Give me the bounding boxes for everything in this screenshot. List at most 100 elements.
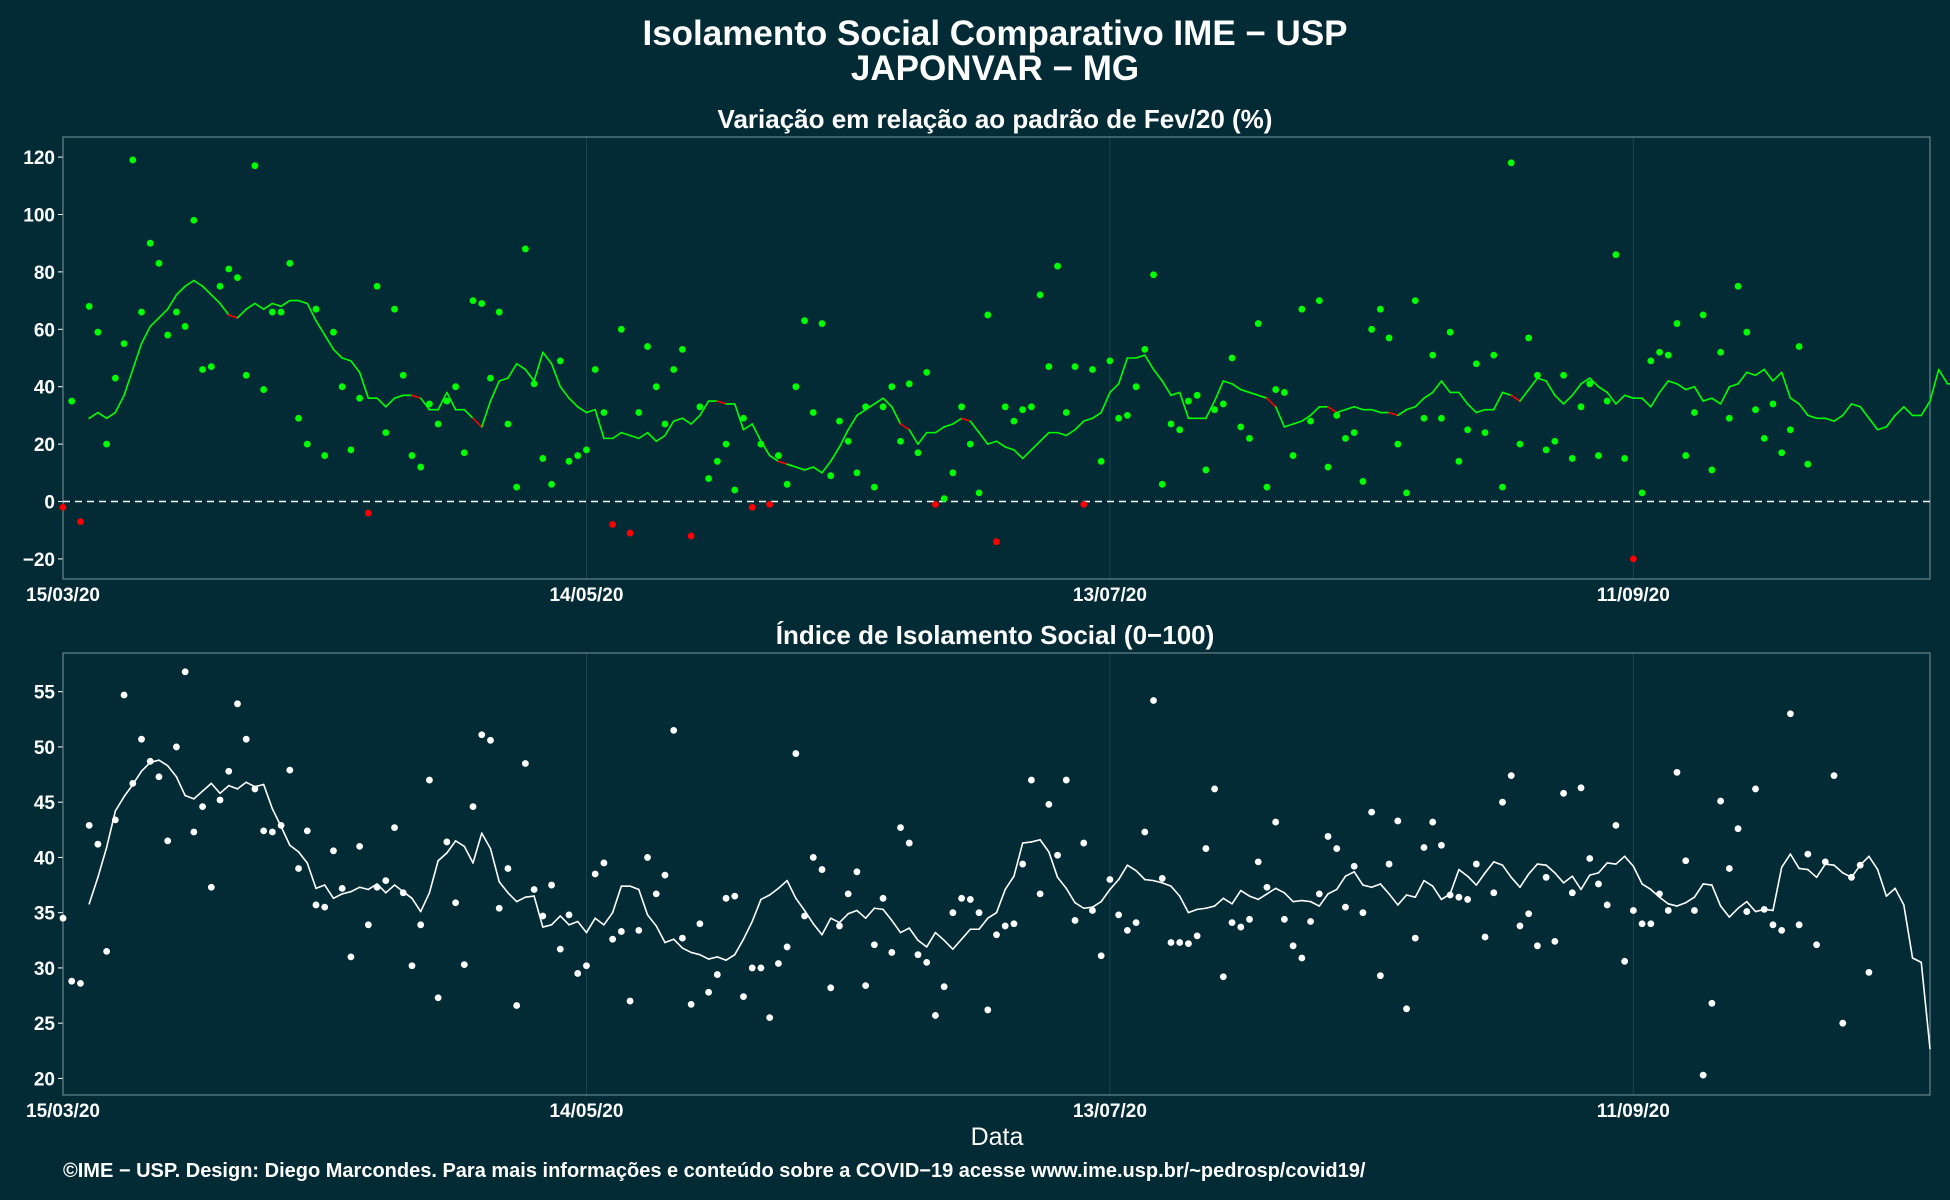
data-point xyxy=(748,964,756,972)
data-point xyxy=(1717,797,1725,805)
data-point xyxy=(870,941,878,949)
data-point xyxy=(260,827,268,835)
data-point xyxy=(1472,860,1480,868)
data-point xyxy=(539,455,547,462)
data-point xyxy=(1821,858,1829,866)
rolling-mean-segment xyxy=(1082,906,1094,910)
rolling-mean-segment xyxy=(978,917,989,931)
rolling-mean-segment xyxy=(812,466,823,474)
data-point xyxy=(321,452,329,459)
rolling-mean-segment xyxy=(733,938,745,956)
data-point xyxy=(1542,446,1550,454)
x-tick-label: 15/03/20 xyxy=(26,585,100,606)
rolling-mean-segment xyxy=(1274,887,1286,894)
data-point xyxy=(879,894,887,902)
data-point xyxy=(94,328,102,336)
data-point xyxy=(870,483,878,491)
rolling-mean-segment xyxy=(210,294,221,305)
rolling-mean-segment xyxy=(1492,391,1504,411)
rolling-mean-segment xyxy=(472,417,483,428)
data-point xyxy=(565,457,573,465)
rolling-mean-segment xyxy=(1702,883,1713,886)
data-point xyxy=(1376,972,1384,980)
data-point xyxy=(591,870,599,878)
rolling-mean-segment xyxy=(969,420,980,434)
data-point xyxy=(591,366,599,373)
data-point xyxy=(1830,772,1838,780)
y-tick-label: −20 xyxy=(23,550,55,571)
rolling-mean-segment xyxy=(611,431,623,440)
data-point xyxy=(1385,334,1393,342)
rolling-mean-segment xyxy=(1239,889,1251,897)
rolling-mean-segment xyxy=(1475,872,1486,886)
rolling-mean-segment xyxy=(1554,872,1565,884)
data-point xyxy=(722,894,730,902)
rolling-mean-segment xyxy=(446,840,457,854)
rolling-mean-segment xyxy=(262,302,274,311)
data-point xyxy=(1621,957,1629,965)
rolling-mean-segment xyxy=(315,884,326,890)
data-point xyxy=(565,911,573,919)
rolling-mean-segment xyxy=(524,895,535,899)
rolling-mean-segment xyxy=(1109,383,1120,394)
data-point xyxy=(312,901,320,909)
data-point xyxy=(574,970,582,977)
data-point xyxy=(1115,414,1123,422)
rolling-mean-segment xyxy=(1536,377,1547,382)
rolling-mean-segment xyxy=(1545,864,1556,874)
rolling-mean-segment xyxy=(1335,408,1347,414)
rolling-mean-segment xyxy=(245,302,256,311)
rolling-mean-segment xyxy=(1833,864,1844,874)
data-point xyxy=(1080,500,1088,508)
data-point xyxy=(600,409,608,416)
rolling-mean-segment xyxy=(131,342,143,371)
data-point xyxy=(1490,889,1498,897)
rolling-mean-segment xyxy=(1423,391,1434,399)
rolling-mean-segment xyxy=(629,434,640,440)
data-point xyxy=(975,489,983,497)
rolling-mean-segment xyxy=(114,795,125,812)
data-point xyxy=(103,440,111,448)
data-point xyxy=(487,374,494,382)
rolling-mean-segment xyxy=(1414,879,1425,899)
data-point xyxy=(1490,351,1498,359)
rolling-mean-segment xyxy=(1684,896,1696,904)
data-point xyxy=(984,311,992,319)
data-point xyxy=(1228,354,1236,362)
rolling-mean-segment xyxy=(1056,431,1068,437)
data-point xyxy=(932,500,939,508)
rolling-mean-segment xyxy=(236,308,248,319)
data-point xyxy=(705,988,712,996)
data-point xyxy=(277,821,285,829)
data-point xyxy=(1595,880,1602,888)
rolling-mean-segment xyxy=(1196,907,1207,911)
data-point xyxy=(827,984,835,992)
rolling-mean-segment xyxy=(1013,842,1024,878)
rolling-mean-segment xyxy=(1554,394,1565,405)
data-point xyxy=(382,877,390,885)
rolling-mean-segment xyxy=(1065,887,1076,904)
data-point xyxy=(1281,915,1288,923)
data-point xyxy=(609,521,617,528)
data-point xyxy=(539,912,547,920)
data-point xyxy=(1656,890,1663,898)
data-point xyxy=(1682,452,1690,459)
data-point xyxy=(330,847,337,855)
data-point xyxy=(295,865,302,872)
data-point xyxy=(1577,784,1585,792)
data-point xyxy=(77,518,84,525)
rolling-mean-segment xyxy=(1562,875,1574,884)
data-point xyxy=(373,282,381,290)
rolling-mean-segment xyxy=(1728,383,1739,388)
rolling-mean-segment xyxy=(454,840,466,848)
data-point xyxy=(1446,328,1454,336)
rolling-mean-segment xyxy=(873,907,884,911)
data-point xyxy=(1368,808,1376,816)
rolling-mean-segment xyxy=(149,317,160,328)
rolling-mean-segment xyxy=(821,917,832,936)
data-point xyxy=(129,779,137,787)
rolling-mean-segment xyxy=(411,897,422,913)
rolling-mean-segment xyxy=(358,886,370,891)
data-point xyxy=(295,414,302,422)
data-point xyxy=(652,383,660,391)
